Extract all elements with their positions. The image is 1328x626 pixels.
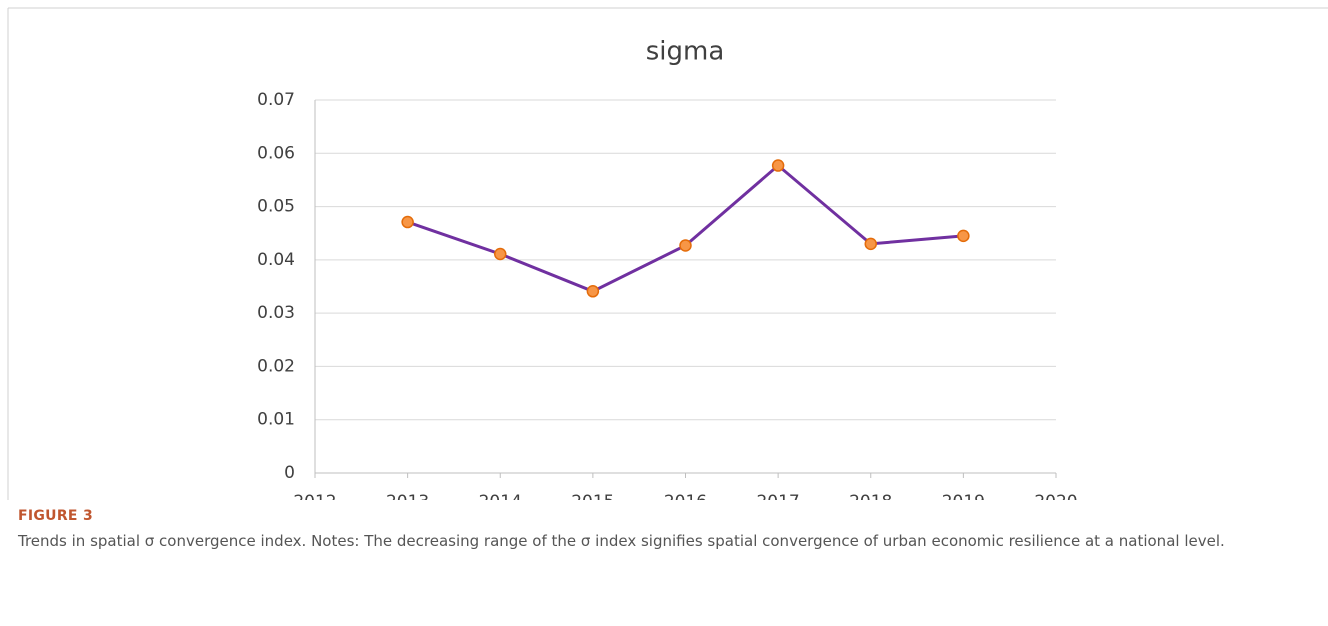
y-tick-label: 0.03 bbox=[257, 303, 295, 323]
data-line bbox=[407, 163, 964, 293]
figure-label: FIGURE 3 bbox=[18, 508, 93, 524]
y-tick-label: 0.02 bbox=[257, 356, 295, 376]
data-point bbox=[864, 237, 877, 251]
data-point bbox=[679, 239, 692, 252]
x-tick-label: 2014 bbox=[479, 492, 522, 500]
y-tick-label: 0.05 bbox=[257, 197, 295, 217]
y-tick-label: 0.01 bbox=[257, 410, 295, 430]
x-tick-label: 2020 bbox=[1034, 492, 1077, 500]
chart: sigma 0 0.01 0.02 0.03 0.04 0.05 0.06 0.07 2012 2… bbox=[7, 7, 1328, 500]
x-tick-label: 2013 bbox=[386, 492, 429, 500]
data-point bbox=[401, 215, 414, 229]
data-point bbox=[957, 229, 970, 243]
chart-title: sigma bbox=[646, 37, 725, 67]
y-tick-label: 0 bbox=[284, 463, 295, 483]
y-tick-label: 0.07 bbox=[257, 90, 295, 110]
x-tick-label: 2015 bbox=[571, 492, 614, 500]
x-tick-label: 2012 bbox=[293, 492, 336, 500]
x-tick-label: 2018 bbox=[849, 492, 892, 500]
figure-caption: Trends in spatial σ convergence index. N… bbox=[18, 532, 1225, 550]
y-tick-label: 0.06 bbox=[257, 143, 295, 163]
data-point bbox=[771, 159, 785, 172]
data-point bbox=[494, 247, 507, 261]
x-tick-label: 2019 bbox=[942, 492, 985, 500]
x-tick-label: 2017 bbox=[756, 492, 799, 500]
x-tick-label: 2016 bbox=[664, 492, 707, 500]
y-tick-label: 0.04 bbox=[257, 250, 295, 270]
data-point bbox=[586, 285, 600, 298]
